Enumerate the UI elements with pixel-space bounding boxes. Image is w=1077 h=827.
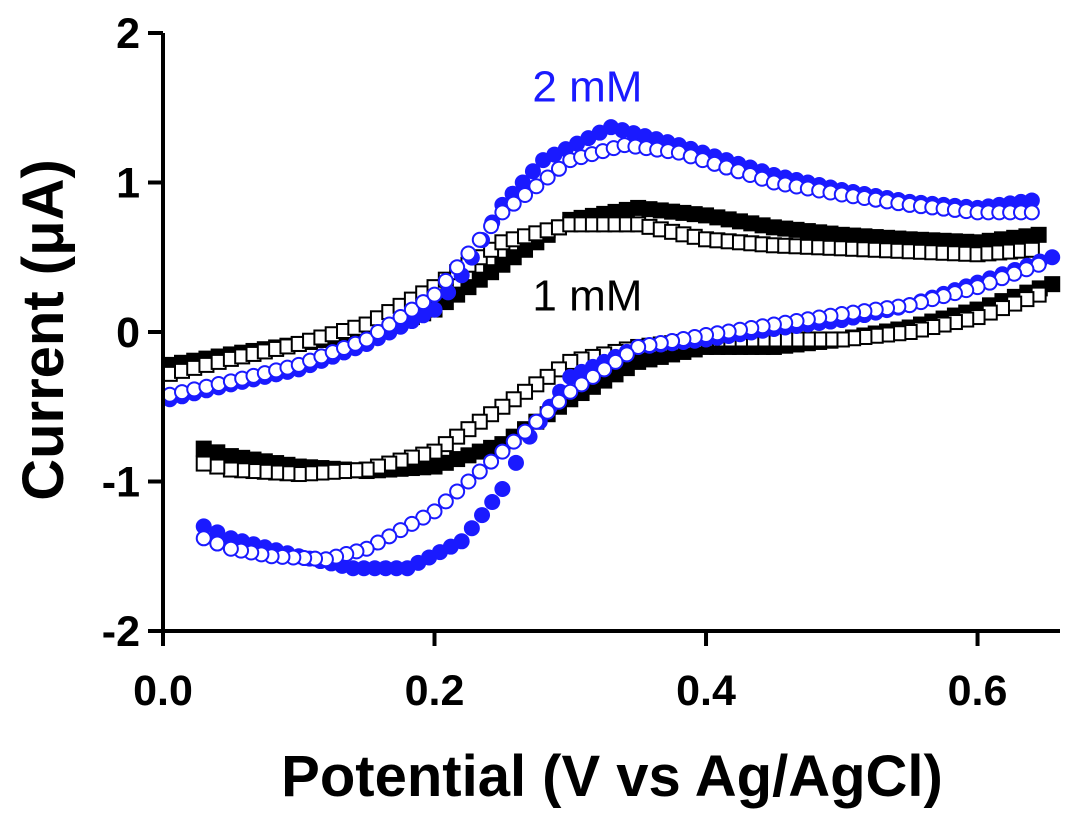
x-tick-label: 0.4	[676, 667, 736, 715]
data-point	[463, 520, 480, 537]
data-point	[471, 463, 488, 480]
data-point	[524, 163, 541, 180]
data-point	[539, 403, 556, 420]
data-point	[437, 493, 454, 510]
data-point	[195, 440, 212, 457]
data-point	[505, 195, 522, 212]
x-tick-label: 0.0	[133, 667, 193, 715]
plot-points	[161, 119, 1061, 577]
data-point	[483, 453, 500, 470]
data-point	[484, 494, 501, 511]
series-4	[161, 137, 1047, 568]
x-axis-title: Potential (V vs Ag/AgCl)	[281, 744, 943, 809]
data-point	[1023, 241, 1040, 258]
data-point	[381, 316, 398, 333]
data-point	[607, 353, 624, 370]
data-point	[222, 540, 239, 557]
concentration-label: 1 mM	[532, 272, 642, 321]
data-point	[550, 160, 567, 177]
data-point	[483, 218, 500, 235]
data-point	[494, 204, 511, 221]
data-point	[222, 448, 239, 465]
data-point	[415, 294, 432, 311]
data-point	[209, 524, 226, 541]
data-point	[539, 169, 556, 186]
data-point	[1018, 228, 1035, 245]
x-tick-label: 0.6	[948, 667, 1008, 715]
data-point	[403, 301, 420, 318]
data-point	[1006, 229, 1023, 246]
y-ticks: -2 -1 0 1 2	[102, 10, 163, 656]
data-point	[1023, 204, 1040, 221]
data-point	[449, 259, 466, 276]
concentration-label: 2 mM	[532, 62, 642, 111]
data-point	[1023, 192, 1040, 209]
data-point	[528, 178, 545, 195]
data-point	[528, 413, 545, 430]
data-point	[474, 507, 491, 524]
data-point	[209, 535, 226, 552]
data-point	[507, 454, 524, 471]
data-point	[460, 473, 477, 490]
y-tick-label: -2	[102, 608, 140, 656]
data-point	[426, 286, 443, 303]
data-point	[195, 518, 212, 535]
data-point	[562, 383, 579, 400]
data-point	[471, 231, 488, 248]
y-tick-label: 0	[116, 309, 140, 357]
y-tick-label: 1	[116, 160, 140, 208]
y-axis-title: Current (μA)	[11, 159, 76, 501]
y-tick-label: 2	[116, 10, 140, 58]
annotations: 2 mM 1 mM	[532, 62, 642, 320]
data-point	[517, 423, 534, 440]
data-point	[426, 301, 443, 318]
data-point	[449, 483, 466, 500]
data-point	[195, 530, 212, 547]
data-point	[195, 455, 212, 472]
data-point	[209, 458, 226, 475]
data-point	[630, 338, 647, 355]
data-point	[596, 361, 613, 378]
data-point	[358, 331, 375, 348]
series-2	[161, 216, 1047, 483]
data-point	[369, 324, 386, 340]
data-point	[993, 231, 1010, 248]
data-point	[494, 480, 511, 497]
y-tick-label: -1	[102, 459, 140, 507]
data-point	[392, 309, 409, 326]
data-point	[1044, 249, 1061, 266]
data-point	[517, 186, 534, 203]
data-point	[550, 393, 567, 410]
data-point	[437, 272, 454, 289]
x-ticks: 0.0 0.2 0.4 0.6	[133, 631, 1007, 715]
data-point	[222, 461, 239, 478]
data-point	[460, 245, 477, 262]
data-point	[494, 443, 511, 460]
data-point	[209, 444, 226, 461]
data-point	[562, 368, 579, 385]
x-tick-label: 0.2	[405, 667, 465, 715]
data-point	[505, 433, 522, 450]
data-point	[514, 174, 531, 191]
data-point	[1030, 226, 1047, 243]
data-point	[584, 368, 601, 385]
data-point	[573, 376, 590, 393]
data-point	[618, 346, 635, 363]
data-point	[1044, 276, 1061, 293]
